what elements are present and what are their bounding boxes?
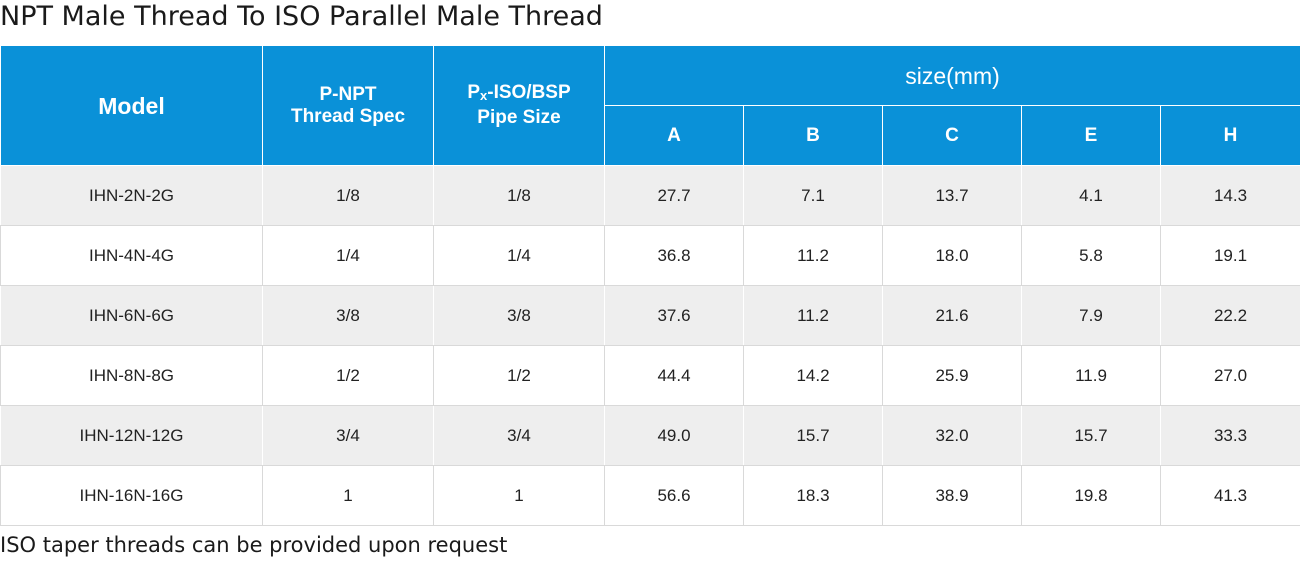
px-cell: 1/4	[433, 225, 605, 286]
dim-h-cell: 41.3	[1160, 465, 1300, 526]
px-cell: 3/4	[433, 405, 605, 466]
dim-b-cell: 18.3	[743, 465, 883, 526]
table-row: IHN-6N-6G 3/8 3/8 37.6 11.2 21.6 7.9 22.2	[0, 285, 1300, 346]
header-dim-h: H	[1160, 105, 1300, 166]
pnpt-cell: 1/2	[262, 345, 434, 406]
dim-c-cell: 32.0	[882, 405, 1022, 466]
table-row: IHN-16N-16G 1 1 56.6 18.3 38.9 19.8 41.3	[0, 465, 1300, 526]
px-cell: 1/8	[433, 165, 605, 226]
table-body: IHN-2N-2G 1/8 1/8 27.7 7.1 13.7 4.1 14.3 IHN-4N-…	[0, 165, 1300, 526]
dim-e-cell: 11.9	[1021, 345, 1161, 406]
dim-c-cell: 13.7	[882, 165, 1022, 226]
header-px-sub: x	[480, 88, 488, 103]
dim-a-cell: 36.8	[604, 225, 744, 286]
dim-a-cell: 27.7	[604, 165, 744, 226]
pnpt-cell: 3/4	[262, 405, 434, 466]
dim-e-cell: 5.8	[1021, 225, 1161, 286]
table-row: IHN-8N-8G 1/2 1/2 44.4 14.2 25.9 11.9 27.0	[0, 345, 1300, 406]
pnpt-cell: 1/4	[262, 225, 434, 286]
dim-e-cell: 15.7	[1021, 405, 1161, 466]
header-model: Model	[0, 45, 263, 166]
header-px-rest: -ISO/BSP	[487, 82, 571, 103]
header-px: Px-ISO/BSP Pipe Size	[433, 45, 605, 166]
dim-b-cell: 11.2	[743, 225, 883, 286]
dim-e-cell: 7.9	[1021, 285, 1161, 346]
pnpt-cell: 3/8	[262, 285, 434, 346]
dim-b-cell: 14.2	[743, 345, 883, 406]
model-cell: IHN-2N-2G	[0, 165, 263, 226]
dim-c-cell: 25.9	[882, 345, 1022, 406]
dim-b-cell: 11.2	[743, 285, 883, 346]
header-row-top: Model P-NPT Thread Spec Px-ISO/BSP Pipe …	[0, 45, 1300, 166]
table-row: IHN-4N-4G 1/4 1/4 36.8 11.2 18.0 5.8 19.1	[0, 225, 1300, 286]
dim-h-cell: 22.2	[1160, 285, 1300, 346]
pnpt-cell: 1	[262, 465, 434, 526]
header-dim-c: C	[882, 105, 1022, 166]
header-pnpt-line2: Thread Spec	[290, 105, 406, 127]
header-pnpt: P-NPT Thread Spec	[262, 45, 434, 166]
px-cell: 1	[433, 465, 605, 526]
model-cell: IHN-16N-16G	[0, 465, 263, 526]
model-cell: IHN-4N-4G	[0, 225, 263, 286]
dim-a-cell: 44.4	[604, 345, 744, 406]
dim-e-cell: 19.8	[1021, 465, 1161, 526]
footnote: ISO taper threads can be provided upon r…	[0, 533, 508, 557]
px-cell: 1/2	[433, 345, 605, 406]
dim-h-cell: 33.3	[1160, 405, 1300, 466]
dim-c-cell: 38.9	[882, 465, 1022, 526]
header-dim-e: E	[1021, 105, 1161, 166]
model-cell: IHN-12N-12G	[0, 405, 263, 466]
dim-c-cell: 18.0	[882, 225, 1022, 286]
page-title: NPT Male Thread To ISO Parallel Male Thr…	[0, 1, 603, 32]
dim-a-cell: 37.6	[604, 285, 744, 346]
header-size-group: size(mm)	[604, 45, 1300, 106]
dim-c-cell: 21.6	[882, 285, 1022, 346]
dim-h-cell: 14.3	[1160, 165, 1300, 226]
dim-b-cell: 15.7	[743, 405, 883, 466]
dim-h-cell: 19.1	[1160, 225, 1300, 286]
header-pnpt-line1: P-NPT	[319, 83, 377, 105]
pnpt-cell: 1/8	[262, 165, 434, 226]
model-cell: IHN-8N-8G	[0, 345, 263, 406]
dim-a-cell: 56.6	[604, 465, 744, 526]
dim-h-cell: 27.0	[1160, 345, 1300, 406]
header-dim-a: A	[604, 105, 744, 166]
header-row-bottom: A B C E H	[1, 105, 1300, 166]
header-px-prefix: P	[467, 82, 481, 103]
px-cell: 3/8	[433, 285, 605, 346]
table-row: IHN-12N-12G 3/4 3/4 49.0 15.7 32.0 15.7 33.3	[0, 405, 1300, 466]
dim-b-cell: 7.1	[743, 165, 883, 226]
dim-e-cell: 4.1	[1021, 165, 1161, 226]
table-row: IHN-2N-2G 1/8 1/8 27.7 7.1 13.7 4.1 14.3	[0, 165, 1300, 226]
dim-a-cell: 49.0	[604, 405, 744, 466]
header-px-line2: Pipe Size	[477, 107, 561, 128]
model-cell: IHN-6N-6G	[0, 285, 263, 346]
spec-table: Model P-NPT Thread Spec Px-ISO/BSP Pipe …	[0, 45, 1300, 526]
header-dim-b: B	[743, 105, 883, 166]
